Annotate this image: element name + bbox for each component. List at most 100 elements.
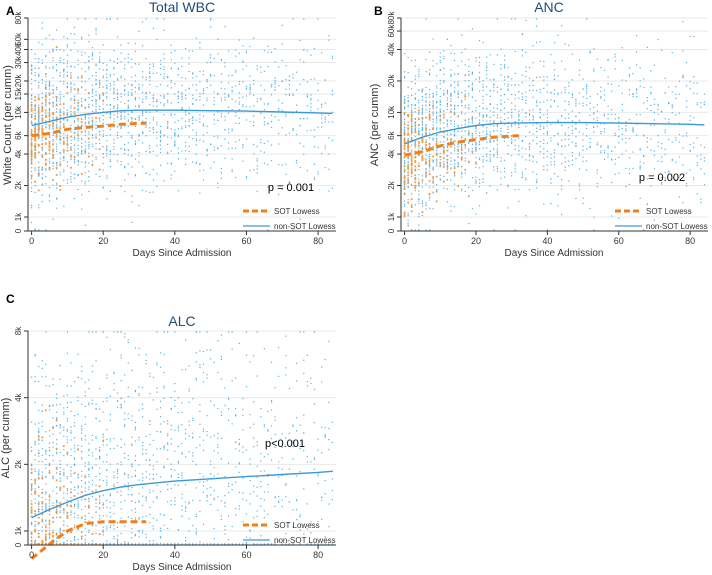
scatter-point-non-sot <box>482 84 484 86</box>
scatter-point-non-sot <box>116 36 119 38</box>
scatter-point-non-sot <box>181 92 183 94</box>
scatter-point-non-sot <box>689 149 691 151</box>
scatter-point-non-sot <box>88 529 90 531</box>
scatter-point-non-sot <box>41 82 43 84</box>
scatter-point-non-sot <box>461 91 463 94</box>
scatter-point-non-sot <box>411 137 413 140</box>
scatter-point-non-sot <box>30 162 33 164</box>
scatter-point-non-sot <box>113 90 115 93</box>
scatter-point-non-sot <box>99 68 101 70</box>
scatter-point-non-sot <box>528 85 531 87</box>
scatter-point-non-sot <box>63 179 65 181</box>
scatter-point-non-sot <box>263 103 265 105</box>
scatter-point-non-sot <box>564 89 566 91</box>
scatter-point-non-sot <box>425 86 427 88</box>
scatter-point-sot <box>37 151 40 154</box>
scatter-point-non-sot <box>611 150 613 152</box>
panel-b-title: ANC <box>534 0 564 15</box>
scatter-point-non-sot <box>650 138 652 140</box>
scatter-point-non-sot <box>38 109 40 111</box>
scatter-point-non-sot <box>99 518 101 520</box>
scatter-point-non-sot <box>546 132 548 134</box>
scatter-point-non-sot <box>113 146 115 148</box>
scatter-point-non-sot <box>63 508 65 510</box>
scatter-point-non-sot <box>457 124 459 127</box>
scatter-point-sot <box>52 150 54 153</box>
y-tick-label: 40k <box>387 42 396 56</box>
scatter-point-non-sot <box>116 113 119 115</box>
y-tick-label: 2k <box>14 180 23 189</box>
scatter-point-non-sot <box>231 98 233 100</box>
scatter-point-non-sot <box>475 144 477 146</box>
scatter-point-non-sot <box>425 163 427 165</box>
scatter-point-non-sot <box>468 85 470 88</box>
scatter-point-non-sot <box>106 96 108 98</box>
scatter-point-non-sot <box>106 177 108 179</box>
scatter-point-sot <box>403 177 406 180</box>
scatter-point-non-sot <box>450 109 452 111</box>
scatter-point-non-sot <box>120 95 122 98</box>
scatter-point-non-sot <box>48 513 51 516</box>
scatter-point-non-sot <box>131 83 133 86</box>
scatter-point-non-sot <box>310 110 312 112</box>
scatter-point-sot <box>59 127 62 130</box>
scatter-point-non-sot <box>411 128 413 130</box>
scatter-point-non-sot <box>414 130 416 132</box>
scatter-point-non-sot <box>184 47 187 50</box>
scatter-point-non-sot <box>525 215 527 217</box>
scatter-point-non-sot <box>639 148 641 150</box>
scatter-point-non-sot <box>421 148 424 150</box>
scatter-point-non-sot <box>52 48 54 50</box>
scatter-point-sot <box>446 155 449 157</box>
scatter-point-non-sot <box>52 521 54 523</box>
panel-a-legend-nonsot-label: non-SOT Lowess <box>274 222 336 231</box>
scatter-point-non-sot <box>453 108 456 111</box>
scatter-point-non-sot <box>127 106 129 108</box>
scatter-point-non-sot <box>38 75 40 77</box>
scatter-point-non-sot <box>45 126 47 128</box>
scatter-point-non-sot <box>256 100 258 103</box>
scatter-point-non-sot <box>486 56 488 58</box>
scatter-point-non-sot <box>38 117 40 119</box>
scatter-point-non-sot <box>596 117 598 119</box>
scatter-point-non-sot <box>210 57 212 59</box>
scatter-point-non-sot <box>468 131 470 134</box>
scatter-point-non-sot <box>446 91 449 93</box>
scatter-point-sot <box>435 200 438 203</box>
scatter-point-sot <box>52 122 54 124</box>
scatter-point-non-sot <box>77 396 79 398</box>
scatter-point-non-sot <box>73 83 76 86</box>
scatter-point-non-sot <box>525 136 527 138</box>
scatter-point-non-sot <box>245 88 248 90</box>
scatter-point-non-sot <box>693 116 695 119</box>
scatter-point-non-sot <box>500 48 502 50</box>
scatter-point-non-sot <box>457 93 459 96</box>
scatter-point-non-sot <box>525 178 527 181</box>
scatter-point-non-sot <box>689 115 691 117</box>
scatter-point-non-sot <box>518 115 520 118</box>
scatter-point-non-sot <box>446 102 449 104</box>
scatter-point-sot <box>453 113 456 115</box>
scatter-point-non-sot <box>657 135 659 137</box>
scatter-point-non-sot <box>453 173 456 175</box>
scatter-point-non-sot <box>557 105 559 108</box>
scatter-point-non-sot <box>668 101 670 104</box>
scatter-point-non-sot <box>84 99 86 102</box>
scatter-point-non-sot <box>418 215 420 218</box>
scatter-point-non-sot <box>227 82 230 84</box>
scatter-point-non-sot <box>471 82 473 84</box>
scatter-point-non-sot <box>116 92 119 94</box>
scatter-point-sot <box>435 142 438 145</box>
scatter-point-non-sot <box>443 161 445 163</box>
scatter-point-non-sot <box>453 120 456 123</box>
scatter-point-non-sot <box>70 158 72 161</box>
scatter-point-non-sot <box>421 214 424 217</box>
scatter-point-non-sot <box>625 150 627 152</box>
scatter-point-non-sot <box>461 145 463 147</box>
scatter-point-non-sot <box>52 165 54 167</box>
scatter-point-non-sot <box>478 135 481 137</box>
scatter-point-non-sot <box>450 95 452 98</box>
scatter-point-non-sot <box>84 416 86 418</box>
scatter-point-non-sot <box>91 134 94 137</box>
panel-c-label: C <box>6 292 15 306</box>
